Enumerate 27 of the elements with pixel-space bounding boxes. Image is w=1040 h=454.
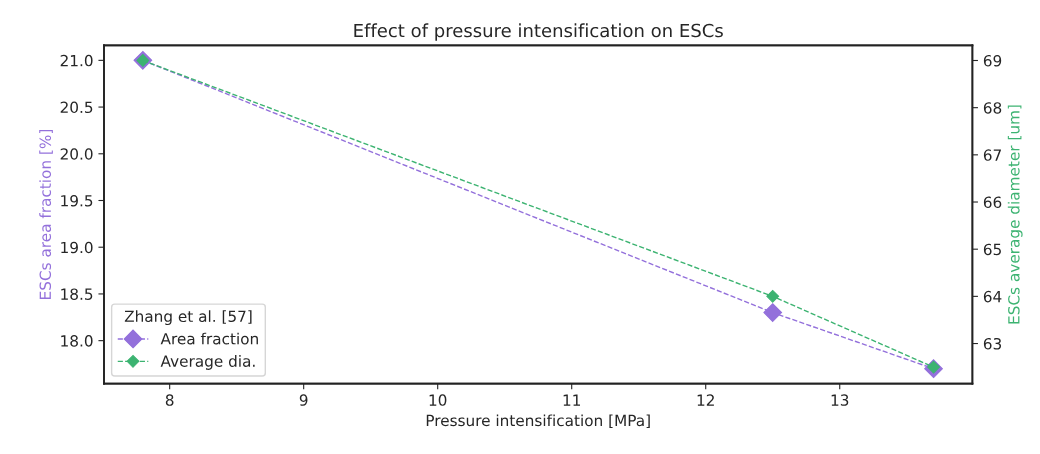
x-tick-label: 9 (299, 394, 308, 406)
y-tick-label: 19.0 (61, 241, 93, 254)
y-tick-label: 18.5 (61, 288, 93, 300)
x-axis-title: Pressure intensification [MPa] (426, 414, 650, 429)
y-axis-title: ESCs area fraction [%] (39, 129, 53, 299)
y-tick-label: 19.5 (61, 194, 93, 207)
y-tick-label: 18.0 (61, 335, 93, 347)
x-tick-label: 11 (563, 394, 581, 406)
x-tick-label: 10 (429, 394, 447, 406)
y2-axis-title: ESCs average diameter [um] (1007, 105, 1023, 324)
y2-tick-label: 66 (983, 196, 1002, 209)
x-tick-label: 12 (697, 394, 714, 406)
y2-tick-label: 69 (983, 54, 1002, 67)
legend-label: Area fraction (160, 332, 258, 345)
y2-tick-label: 68 (983, 102, 1002, 114)
y-tick-label: 20.0 (60, 148, 93, 160)
x-tick-label: 13 (831, 394, 849, 406)
y2-tick-label: 67 (983, 149, 1001, 161)
y2-tick-label: 65 (983, 243, 1001, 256)
y2-tick-label: 63 (983, 338, 1002, 350)
y2-tick-label: 64 (983, 290, 1002, 303)
y-tick-label: 20.5 (60, 101, 93, 114)
chart-title: Effect of pressure intensification on ESCs (354, 23, 723, 41)
y-tick-label: 21.0 (60, 54, 93, 67)
legend-title: Zhang et al. [57] (124, 310, 252, 326)
legend-label: Average dia. (160, 355, 255, 370)
x-tick-label: 8 (165, 394, 174, 406)
